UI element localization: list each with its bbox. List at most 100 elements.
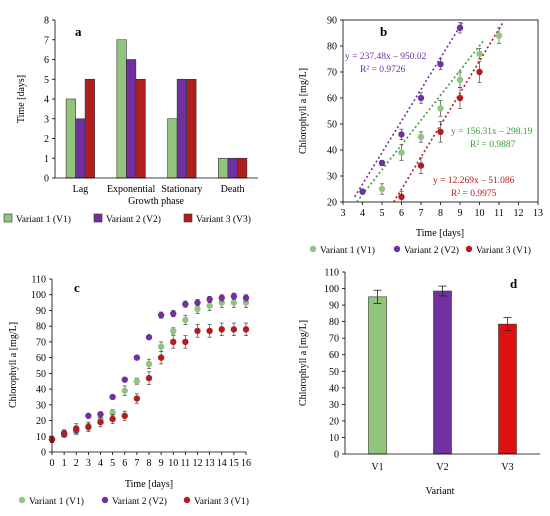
data-point — [437, 105, 444, 112]
y-tick-label: 30 — [327, 172, 337, 183]
panel-b-r2-v3: R² = 0.9975 — [451, 189, 497, 199]
data-point — [476, 68, 483, 76]
panel-b-eq-v3: y = 12.269x – 51.086 — [433, 176, 515, 186]
bar — [218, 157, 229, 179]
x-tick-label: 13 — [533, 208, 543, 219]
data-point — [133, 395, 141, 402]
x-tick-label: 4 — [98, 458, 103, 469]
y-tick-label: 80 — [36, 322, 46, 333]
legend-marker-v2 — [101, 496, 109, 504]
legend-label-v2: Variant 2 (V2) — [112, 496, 167, 507]
x-tick-label: 11 — [494, 208, 504, 219]
legend-label-v1: Variant 1 (V1) — [16, 214, 71, 225]
data-point — [456, 76, 464, 84]
y-tick-label: 7 — [44, 35, 49, 46]
data-point — [242, 326, 250, 333]
y-tick-label: 1 — [44, 154, 49, 165]
data-point — [145, 333, 153, 341]
data-point — [121, 412, 128, 420]
data-point — [182, 316, 189, 324]
panel-a-bars — [65, 39, 248, 179]
y-tick-label: 3 — [44, 114, 49, 125]
panel-a-y-ticks: 0 1 2 3 4 5 6 7 8 — [44, 16, 55, 185]
bar — [176, 78, 187, 179]
bar — [368, 296, 387, 455]
data-point — [182, 300, 189, 308]
legend-marker-v1 — [18, 496, 26, 504]
x-tick-label: 3 — [341, 208, 346, 219]
data-point — [157, 311, 165, 319]
data-point — [97, 411, 104, 418]
y-tick-label: 70 — [36, 337, 46, 348]
x-tick-label: 12 — [193, 458, 203, 469]
panel-d-categories: V1 V2 V3 — [371, 462, 513, 473]
trendline — [393, 22, 504, 203]
bar — [498, 323, 517, 455]
data-point — [398, 193, 405, 200]
y-tick-label: 110 — [31, 275, 46, 286]
y-tick-label: 8 — [44, 16, 49, 27]
panel-b-points — [359, 22, 503, 203]
data-point — [85, 412, 92, 420]
y-tick-label: 60 — [329, 350, 339, 361]
y-tick-label: 110 — [324, 268, 339, 279]
panel-d-ylabel: Chlorophyll a [mg/L] — [298, 320, 309, 406]
panel-b-x-ticks: 3 4 5 6 7 8 9 10 11 12 13 — [341, 202, 543, 219]
y-tick-label: 0 — [41, 448, 46, 459]
data-point — [456, 94, 464, 102]
y-tick-label: 0 — [44, 174, 49, 185]
legend-marker-v2 — [393, 245, 401, 253]
data-point — [85, 423, 92, 431]
panel-b: 20 30 40 50 60 70 80 90 3 4 5 6 7 8 9 10 11 12 13 b Chlor… — [298, 16, 543, 257]
bar — [75, 118, 86, 179]
y-tick-label: 60 — [327, 94, 337, 105]
category-label: Death — [221, 184, 245, 195]
data-point — [133, 354, 141, 361]
legend-marker-v3 — [465, 245, 473, 253]
trendline — [354, 19, 465, 198]
x-tick-label: 3 — [86, 458, 91, 469]
x-tick-label: 6 — [399, 208, 404, 219]
legend-label-v1: Variant 1 (V1) — [320, 245, 375, 256]
legend-label-v3: Variant 3 (V3) — [196, 214, 251, 225]
bar — [84, 78, 95, 179]
y-tick-label: 60 — [36, 353, 46, 364]
panel-b-r2-v2: R² = 0.9726 — [360, 65, 406, 75]
data-point — [456, 24, 464, 31]
data-point — [157, 343, 165, 350]
data-point — [194, 299, 201, 306]
y-tick-label: 70 — [329, 334, 339, 345]
x-tick-label: 5 — [380, 208, 385, 219]
panel-c-ylabel: Chlorophyll a [mg/L] — [8, 322, 19, 408]
data-point — [170, 327, 177, 335]
panel-a-categories: Lag Exponential Stationary Death — [73, 184, 245, 195]
y-tick-label: 90 — [327, 16, 337, 27]
x-tick-label: 0 — [50, 458, 55, 469]
panel-b-y-ticks: 20 30 40 50 60 70 80 90 — [327, 16, 343, 209]
data-point — [437, 128, 444, 135]
category-label: V3 — [501, 462, 513, 473]
y-tick-label: 40 — [36, 385, 46, 396]
data-point — [121, 387, 128, 394]
legend-label-v3: Variant 3 (V1) — [194, 496, 249, 507]
y-tick-label: 5 — [44, 75, 49, 86]
y-tick-label: 20 — [36, 416, 46, 427]
data-point — [476, 50, 483, 57]
legend-swatch-v3 — [183, 213, 193, 223]
y-tick-label: 90 — [329, 301, 339, 312]
x-tick-label: 7 — [419, 208, 424, 219]
legend-label-v3: Variant 3 (V1) — [476, 245, 531, 256]
legend-marker-v1 — [309, 245, 317, 253]
data-point — [60, 429, 68, 437]
panel-c-label: c — [74, 280, 80, 295]
panel-b-ylabel: Chlorophyll a [mg/L] — [298, 68, 309, 154]
bar — [433, 290, 452, 455]
x-tick-label: 13 — [205, 458, 215, 469]
bar — [237, 157, 248, 179]
data-point — [242, 294, 250, 302]
data-point — [206, 327, 213, 335]
data-point — [109, 393, 116, 401]
data-point — [97, 418, 104, 426]
category-label: V2 — [436, 462, 448, 473]
